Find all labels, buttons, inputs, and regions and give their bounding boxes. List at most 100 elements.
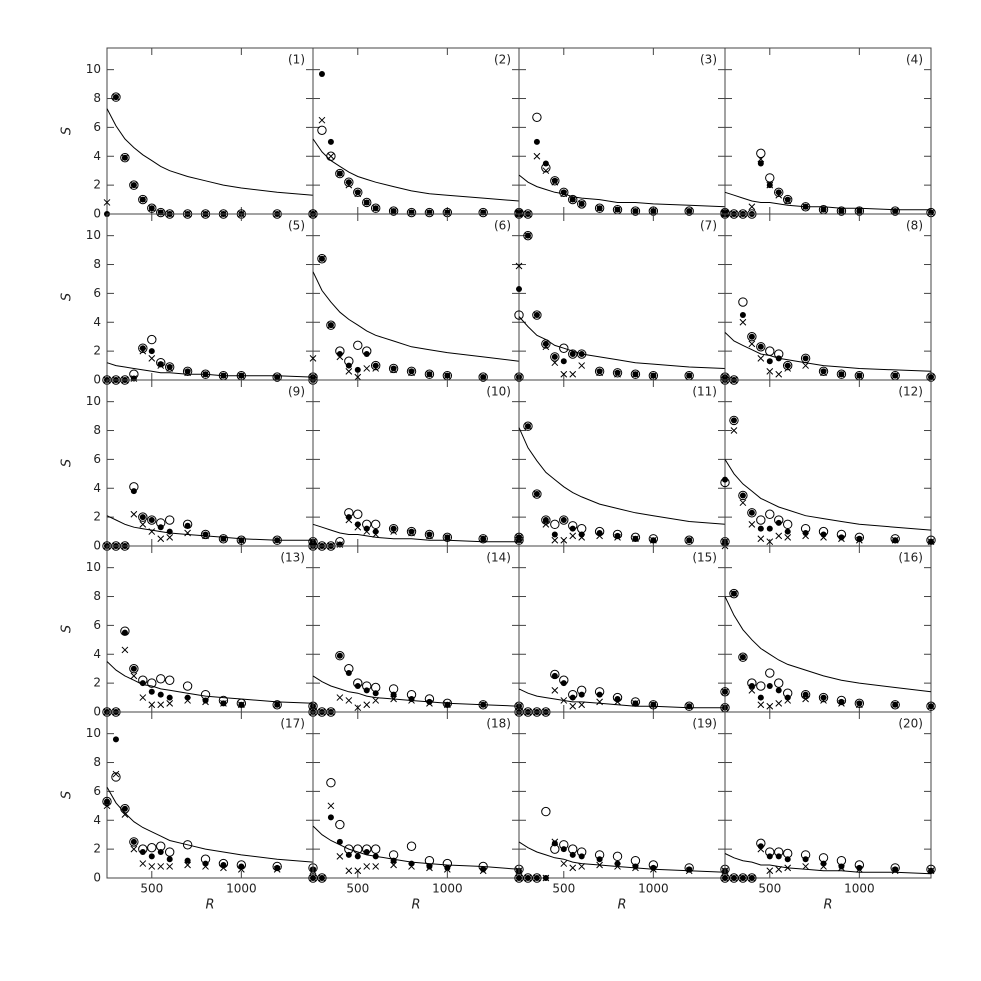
point-cross [103, 199, 111, 206]
point-cross [345, 697, 353, 704]
panel-frame [106, 213, 314, 381]
point-cross [408, 863, 415, 870]
point-cross [327, 802, 335, 810]
point-cross [891, 372, 899, 380]
point-open [818, 853, 829, 863]
point-cross [166, 533, 174, 541]
panel: (4) [720, 47, 936, 219]
curve [724, 596, 932, 693]
point-filled [757, 843, 764, 850]
point-cross [426, 209, 433, 216]
panel: (6) [308, 213, 524, 385]
point-cross [426, 532, 433, 540]
y-tick-label: 10 [86, 228, 101, 242]
point-cross [524, 874, 532, 882]
point-cross [766, 702, 774, 710]
point-filled [354, 366, 361, 373]
point-open [120, 804, 130, 814]
point-open [129, 663, 139, 674]
point-open [236, 535, 247, 545]
point-open [559, 840, 569, 850]
point-open [576, 847, 587, 857]
point-open [890, 534, 900, 544]
point-cross [408, 209, 415, 216]
point-open [800, 850, 811, 860]
point-open [630, 369, 641, 379]
point-cross [560, 370, 568, 378]
point-filled [686, 866, 693, 873]
point-open [120, 626, 130, 636]
point-cross [515, 533, 523, 541]
point-open [684, 535, 694, 545]
point-open [362, 681, 372, 691]
curve [106, 786, 314, 863]
point-open [926, 701, 936, 711]
point-open [774, 847, 784, 857]
point-filled [408, 860, 415, 867]
y-tick-label: 10 [86, 394, 101, 408]
point-cross [855, 865, 863, 873]
y-tick-label: 2 [93, 842, 101, 856]
point-cross [757, 845, 765, 853]
panel: 500 1000 (18) R [308, 711, 524, 913]
point-filled [784, 196, 791, 203]
point-cross [551, 686, 559, 694]
point-open [765, 346, 775, 356]
point-cross [569, 864, 577, 872]
point-filled [802, 691, 809, 698]
point-cross [632, 864, 639, 872]
point-open [353, 187, 363, 198]
point-open [236, 698, 247, 709]
point-cross [524, 232, 532, 240]
point-cross [891, 701, 899, 709]
point-cross [730, 427, 738, 434]
point-cross [730, 590, 738, 597]
point-cross [363, 365, 371, 372]
point-cross [748, 340, 756, 348]
panel-label: (3) [700, 53, 717, 67]
panel-label: (17) [280, 717, 305, 731]
point-open [720, 687, 730, 697]
point-cross [542, 167, 550, 175]
point-cross [685, 702, 693, 710]
point-cross [775, 865, 783, 873]
panel-label: (1) [288, 53, 305, 67]
point-cross [408, 697, 415, 704]
point-open [612, 851, 623, 862]
point-open [478, 207, 488, 218]
point-cross [157, 362, 165, 369]
point-filled [748, 509, 755, 516]
point-cross [542, 874, 550, 882]
point-filled [336, 351, 343, 358]
point-cross [184, 861, 191, 869]
point-cross [766, 181, 774, 189]
point-filled [739, 312, 746, 319]
panel-label: (13) [280, 551, 305, 565]
point-open [800, 523, 811, 534]
point-open [164, 675, 175, 685]
point-filled [121, 629, 128, 636]
point-open [550, 519, 560, 530]
panel-label: (7) [700, 219, 717, 233]
point-open [550, 176, 560, 186]
point-filled [390, 525, 397, 532]
point-filled [757, 160, 764, 167]
point-filled [139, 849, 146, 856]
panel: (15) [514, 545, 730, 717]
point-cross [784, 197, 792, 205]
point-open [800, 353, 811, 364]
point-cross [739, 653, 747, 661]
point-filled [363, 351, 370, 358]
point-open [594, 687, 605, 697]
point-open [738, 297, 748, 307]
point-cross [578, 200, 586, 208]
point-open [756, 342, 766, 352]
panel-frame [518, 545, 726, 713]
point-filled [166, 364, 173, 371]
point-open [782, 848, 793, 859]
curve [312, 138, 520, 202]
point-open [138, 194, 148, 205]
point-cross [685, 372, 693, 380]
point-open [576, 523, 587, 534]
point-cross [354, 523, 362, 531]
